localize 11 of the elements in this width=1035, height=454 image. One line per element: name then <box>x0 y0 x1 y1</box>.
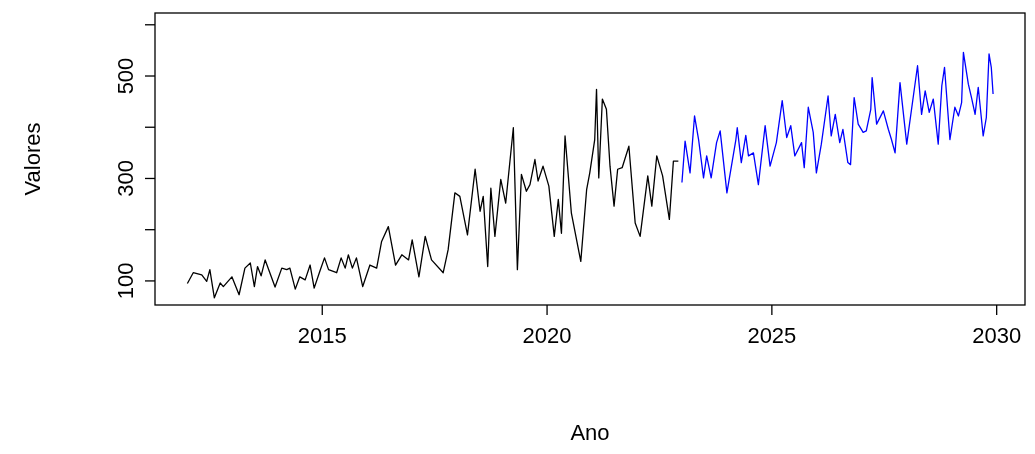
x-tick-label: 2030 <box>972 323 1022 348</box>
x-tick-label: 2020 <box>522 323 572 348</box>
x-tick-label: 2015 <box>297 323 347 348</box>
y-axis-title: Valores <box>20 122 45 196</box>
x-tick-label: 2025 <box>747 323 797 348</box>
y-tick-label: 300 <box>113 160 138 197</box>
y-tick-label: 100 <box>113 262 138 300</box>
line-series <box>681 51 994 194</box>
y-tick-label: 500 <box>113 57 138 95</box>
line-series <box>186 88 679 299</box>
x-axis-title: Ano <box>570 420 610 445</box>
